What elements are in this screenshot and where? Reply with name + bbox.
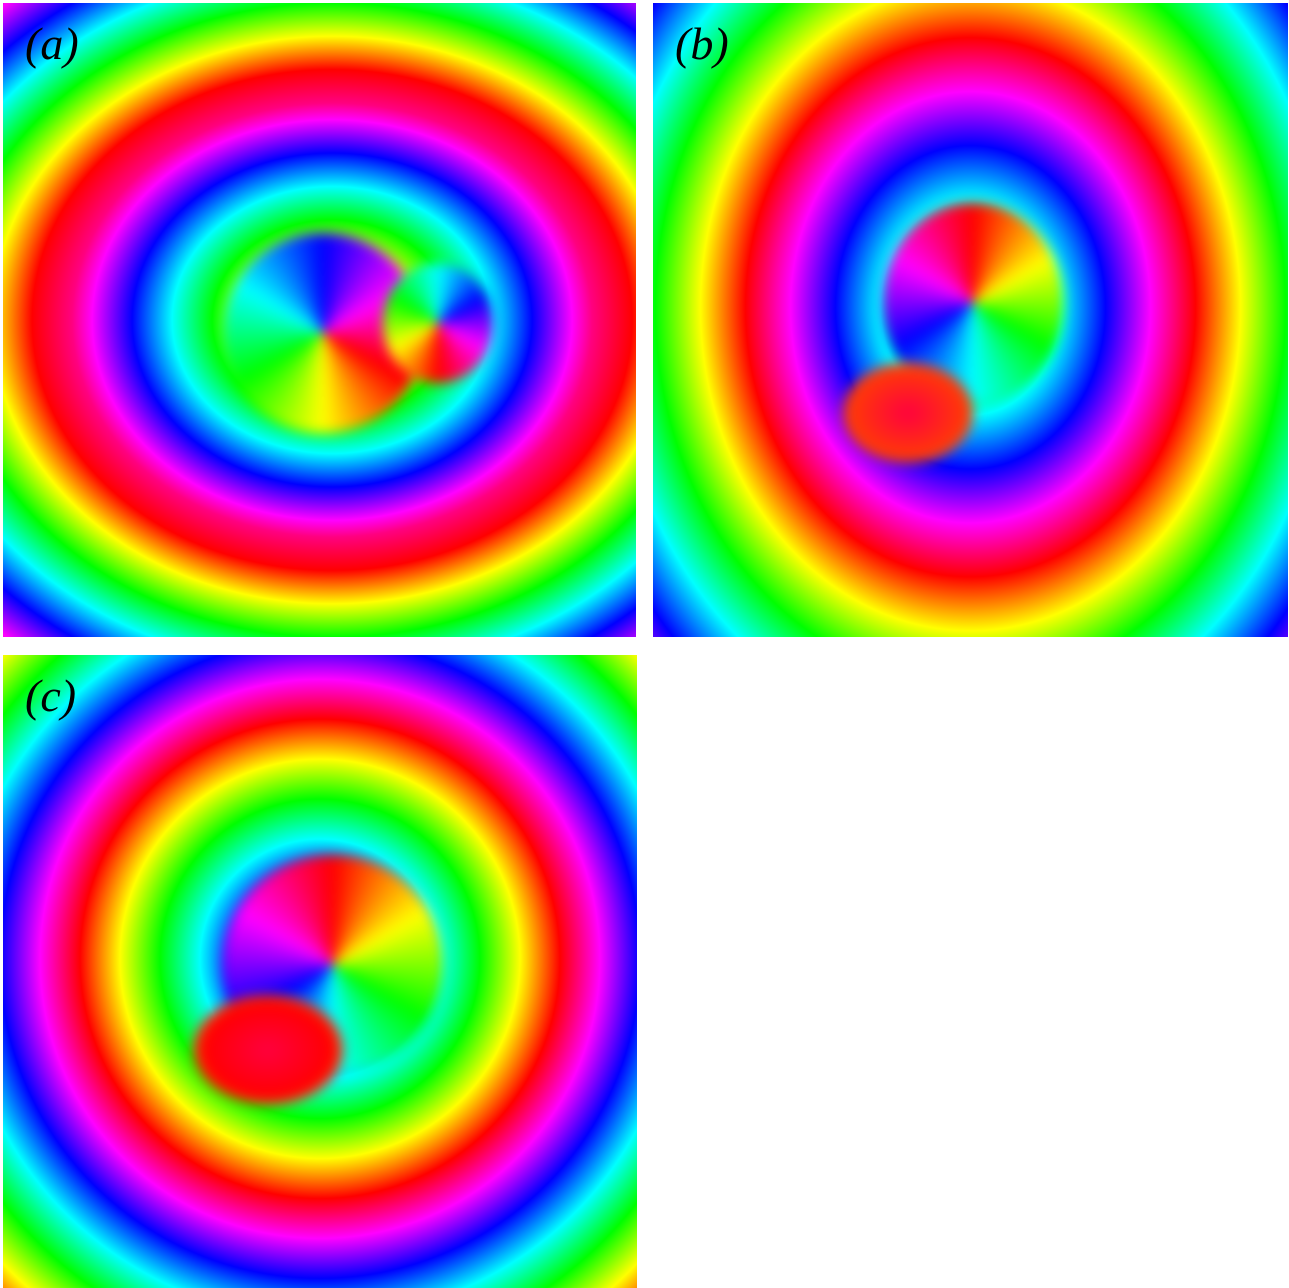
- phase-panel: (b): [653, 3, 1288, 637]
- phase-panel: (a): [3, 3, 636, 637]
- phase-core: [383, 263, 493, 383]
- panel-label: (a): [25, 18, 79, 69]
- panel-label: (c): [25, 670, 77, 721]
- phase-core: [193, 995, 343, 1105]
- phase-core: [843, 363, 973, 463]
- panel-label: (b): [675, 18, 729, 69]
- phase-panel: (c): [3, 655, 637, 1288]
